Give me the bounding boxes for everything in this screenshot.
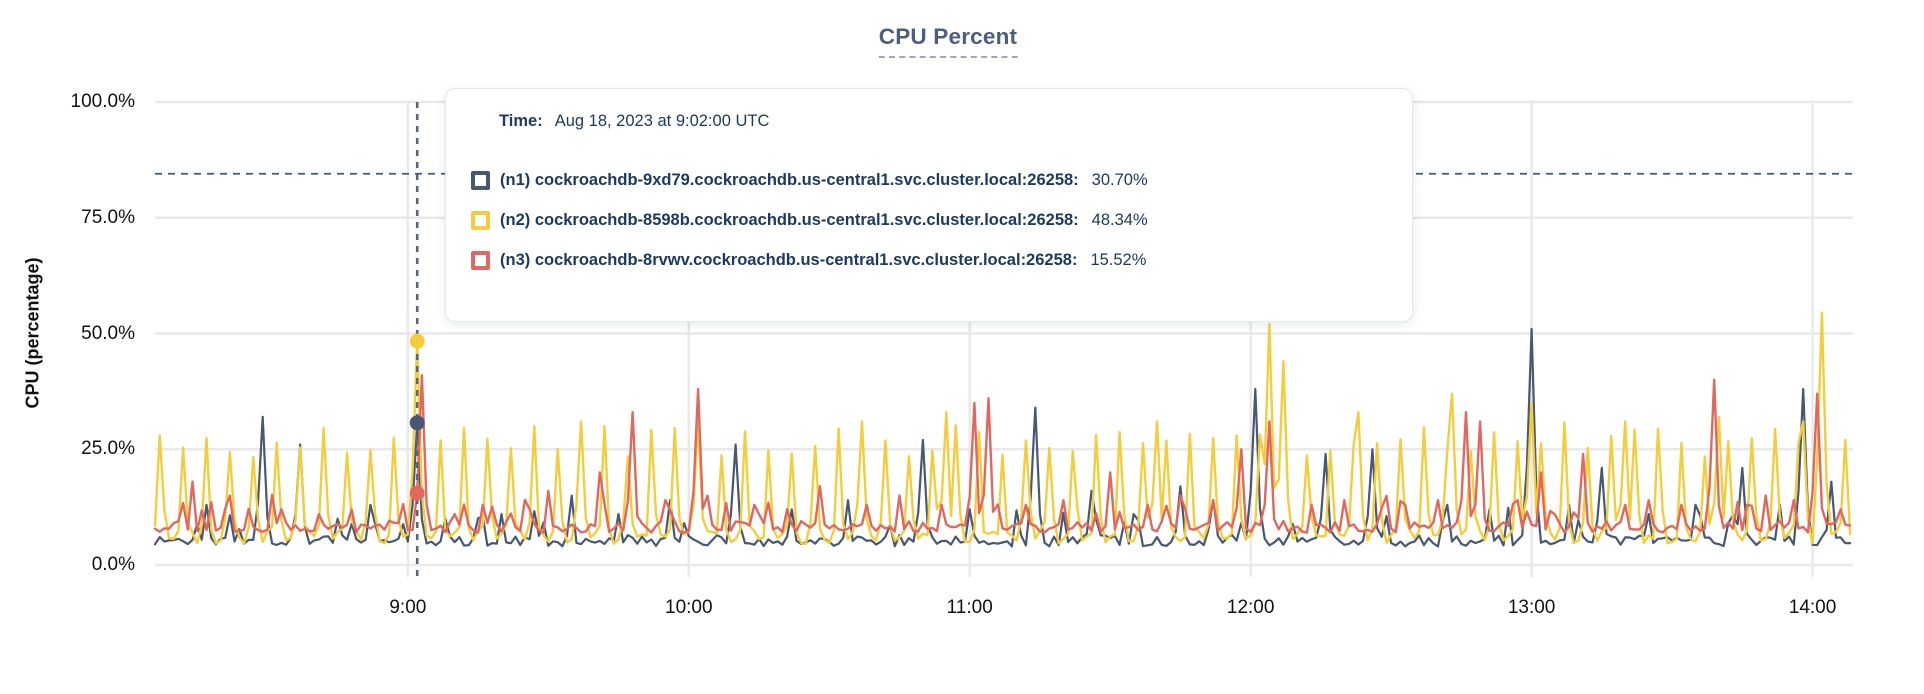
tooltip-series-list: (n1) cockroachdb-9xd79.cockroachdb.us-ce…: [471, 160, 1412, 280]
x-tick-label: 13:00: [1507, 597, 1556, 618]
series-line-n3: [153, 374, 1852, 534]
y-tick-label: 25.0%: [81, 438, 135, 460]
y-tick-label: 50.0%: [81, 322, 135, 344]
legend-swatch-icon: [471, 170, 490, 190]
series-line-n2: [153, 311, 1852, 546]
hover-point-n2: [409, 333, 425, 349]
tooltip-series-name: (n3) cockroachdb-8rvwv.cockroachdb.us-ce…: [500, 250, 1078, 269]
x-tick-label: 12:00: [1226, 597, 1275, 618]
tooltip-series-row: (n1) cockroachdb-9xd79.cockroachdb.us-ce…: [471, 160, 1412, 200]
y-tick-label: 0.0%: [91, 554, 135, 575]
legend-swatch-icon: [471, 250, 490, 270]
x-tick-label: 14:00: [1788, 597, 1837, 618]
series-line-n1: [153, 327, 1852, 548]
y-tick-label: 75.0%: [81, 206, 135, 228]
tooltip-series-row: (n3) cockroachdb-8rvwv.cockroachdb.us-ce…: [471, 240, 1412, 280]
y-tick-label: 100.0%: [70, 91, 135, 112]
x-tick-label: 10:00: [665, 597, 713, 618]
tooltip-time-label: Time:: [499, 112, 543, 130]
tooltip-series-name: (n1) cockroachdb-9xd79.cockroachdb.us-ce…: [500, 170, 1079, 189]
tooltip-series-value: 48.34%: [1091, 210, 1148, 229]
tooltip-time-value: Aug 18, 2023 at 9:02:00 UTC: [554, 112, 770, 130]
hover-tooltip: Time: Aug 18, 2023 at 9:02:00 UTC (n1) co…: [445, 88, 1413, 322]
hover-point-n3: [409, 485, 425, 501]
x-tick-label: 11:00: [946, 597, 993, 618]
tooltip-time-row: Time: Aug 18, 2023 at 9:02:00 UTC: [499, 109, 1412, 133]
hover-point-n1: [409, 415, 425, 431]
tooltip-series-value: 15.52%: [1090, 250, 1147, 269]
tooltip-series-value: 30.70%: [1091, 170, 1148, 189]
tooltip-series-row: (n2) cockroachdb-8598b.cockroachdb.us-ce…: [471, 200, 1412, 240]
x-tick-label: 9:00: [389, 597, 427, 618]
tooltip-series-name: (n2) cockroachdb-8598b.cockroachdb.us-ce…: [500, 210, 1079, 229]
chart-title[interactable]: CPU Percent: [878, 24, 1018, 58]
legend-swatch-icon: [471, 210, 490, 230]
